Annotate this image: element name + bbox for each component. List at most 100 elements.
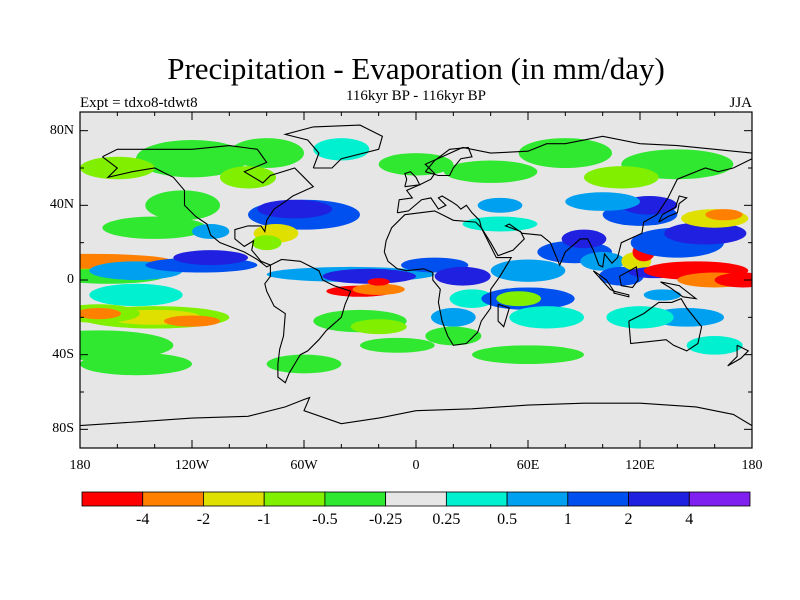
colorbar-swatch — [688, 491, 751, 507]
colorbar-label: 1 — [563, 511, 572, 528]
coastline — [396, 135, 752, 268]
field-region — [643, 289, 682, 301]
coastline — [424, 146, 473, 177]
field-region — [584, 166, 659, 189]
field-region — [229, 138, 304, 168]
field-region — [80, 330, 174, 361]
colorbar-swatch — [324, 491, 387, 507]
field-region — [367, 278, 390, 286]
field-region — [686, 336, 743, 355]
field-region — [496, 291, 542, 307]
colorbar-label: 2 — [624, 511, 633, 528]
field-region — [102, 216, 207, 239]
x-tick-label: 120W — [174, 458, 210, 473]
field-region — [518, 138, 612, 168]
colorbar-label: -4 — [136, 511, 150, 528]
colorbar-swatch — [445, 491, 508, 507]
y-tick-label: 0 — [67, 272, 74, 287]
field-region — [80, 352, 192, 376]
field-region — [430, 308, 476, 327]
colorbar-label: -0.5 — [312, 511, 338, 528]
x-tick-label: 0 — [412, 458, 420, 473]
anomaly-field-layer — [80, 138, 752, 376]
coastline-layer — [80, 124, 752, 427]
field-region — [322, 268, 417, 284]
season-label: JJA — [729, 95, 752, 111]
field-region — [257, 199, 332, 219]
field-region — [350, 319, 407, 335]
field-region — [164, 315, 220, 327]
field-region — [251, 235, 282, 251]
y-tick-label: 80S — [52, 421, 74, 437]
field-region — [565, 192, 641, 211]
colorbar-swatch — [142, 491, 204, 507]
field-region — [220, 166, 276, 189]
colorbar-swatch — [385, 491, 447, 507]
field-region — [606, 306, 674, 329]
x-tick-label: 120E — [625, 458, 655, 473]
chart-subtitle: 116kyr BP - 116kyr BP — [345, 88, 486, 104]
colorbar-swatch — [506, 491, 569, 507]
colorbar-label: 0.25 — [432, 511, 461, 528]
colorbar-swatch — [628, 491, 690, 507]
coastline — [618, 266, 639, 289]
experiment-label: Expt = tdxo8-tdwt8 — [80, 95, 198, 111]
field-region — [477, 197, 523, 213]
colorbar-swatch — [263, 491, 326, 507]
colorbar-swatch — [203, 491, 265, 507]
colorbar-swatch — [567, 491, 629, 507]
y-tick-label: 80N — [49, 122, 74, 138]
y-tick-label: 40S — [52, 346, 74, 362]
field-region — [434, 266, 491, 286]
coastline — [283, 124, 384, 169]
chart-title: Precipitation - Evaporation (in mm/day) — [167, 51, 665, 86]
field-region — [173, 250, 248, 266]
x-tick-label: 180 — [69, 458, 91, 473]
field-region — [509, 306, 584, 329]
field-region — [705, 209, 743, 221]
field-region — [490, 259, 566, 282]
coastline — [102, 145, 315, 268]
field-region — [360, 337, 435, 353]
field-region — [313, 138, 370, 161]
field-region — [80, 308, 122, 320]
colorbar-swatch — [81, 491, 144, 507]
colorbar-label: 4 — [685, 511, 694, 528]
field-region — [462, 216, 538, 232]
coastline — [727, 344, 750, 367]
coastline — [264, 258, 352, 384]
field-region — [352, 283, 405, 295]
coastline — [628, 298, 703, 352]
field-region — [89, 283, 183, 307]
coastline — [660, 281, 698, 300]
field-region — [192, 224, 230, 239]
field-region — [664, 222, 747, 245]
field-region — [425, 326, 482, 346]
colorbar-label: -2 — [196, 511, 211, 528]
x-tick-label: 60E — [516, 458, 540, 473]
coastline — [80, 396, 752, 427]
coastline — [592, 270, 616, 293]
field-region — [449, 289, 495, 308]
y-tick-label: 40N — [49, 197, 74, 213]
x-tick-label: 180 — [741, 458, 763, 473]
field-region — [266, 354, 342, 374]
coastline — [658, 195, 688, 223]
x-tick-label: 60W — [290, 458, 318, 473]
coastline — [613, 290, 630, 298]
colorbar — [81, 491, 751, 507]
colorbar-label: -1 — [257, 511, 271, 528]
colorbar-label: 0.5 — [497, 511, 518, 528]
coastline — [497, 303, 510, 328]
coastline — [383, 210, 513, 346]
coastline — [404, 171, 421, 188]
axis-ticks — [79, 112, 753, 448]
colorbar-label: -0.25 — [368, 511, 403, 528]
field-region — [444, 160, 538, 183]
field-region — [714, 272, 752, 288]
field-region — [580, 252, 626, 271]
field-region — [145, 190, 220, 221]
field-region — [472, 345, 584, 364]
field-region — [378, 153, 454, 176]
